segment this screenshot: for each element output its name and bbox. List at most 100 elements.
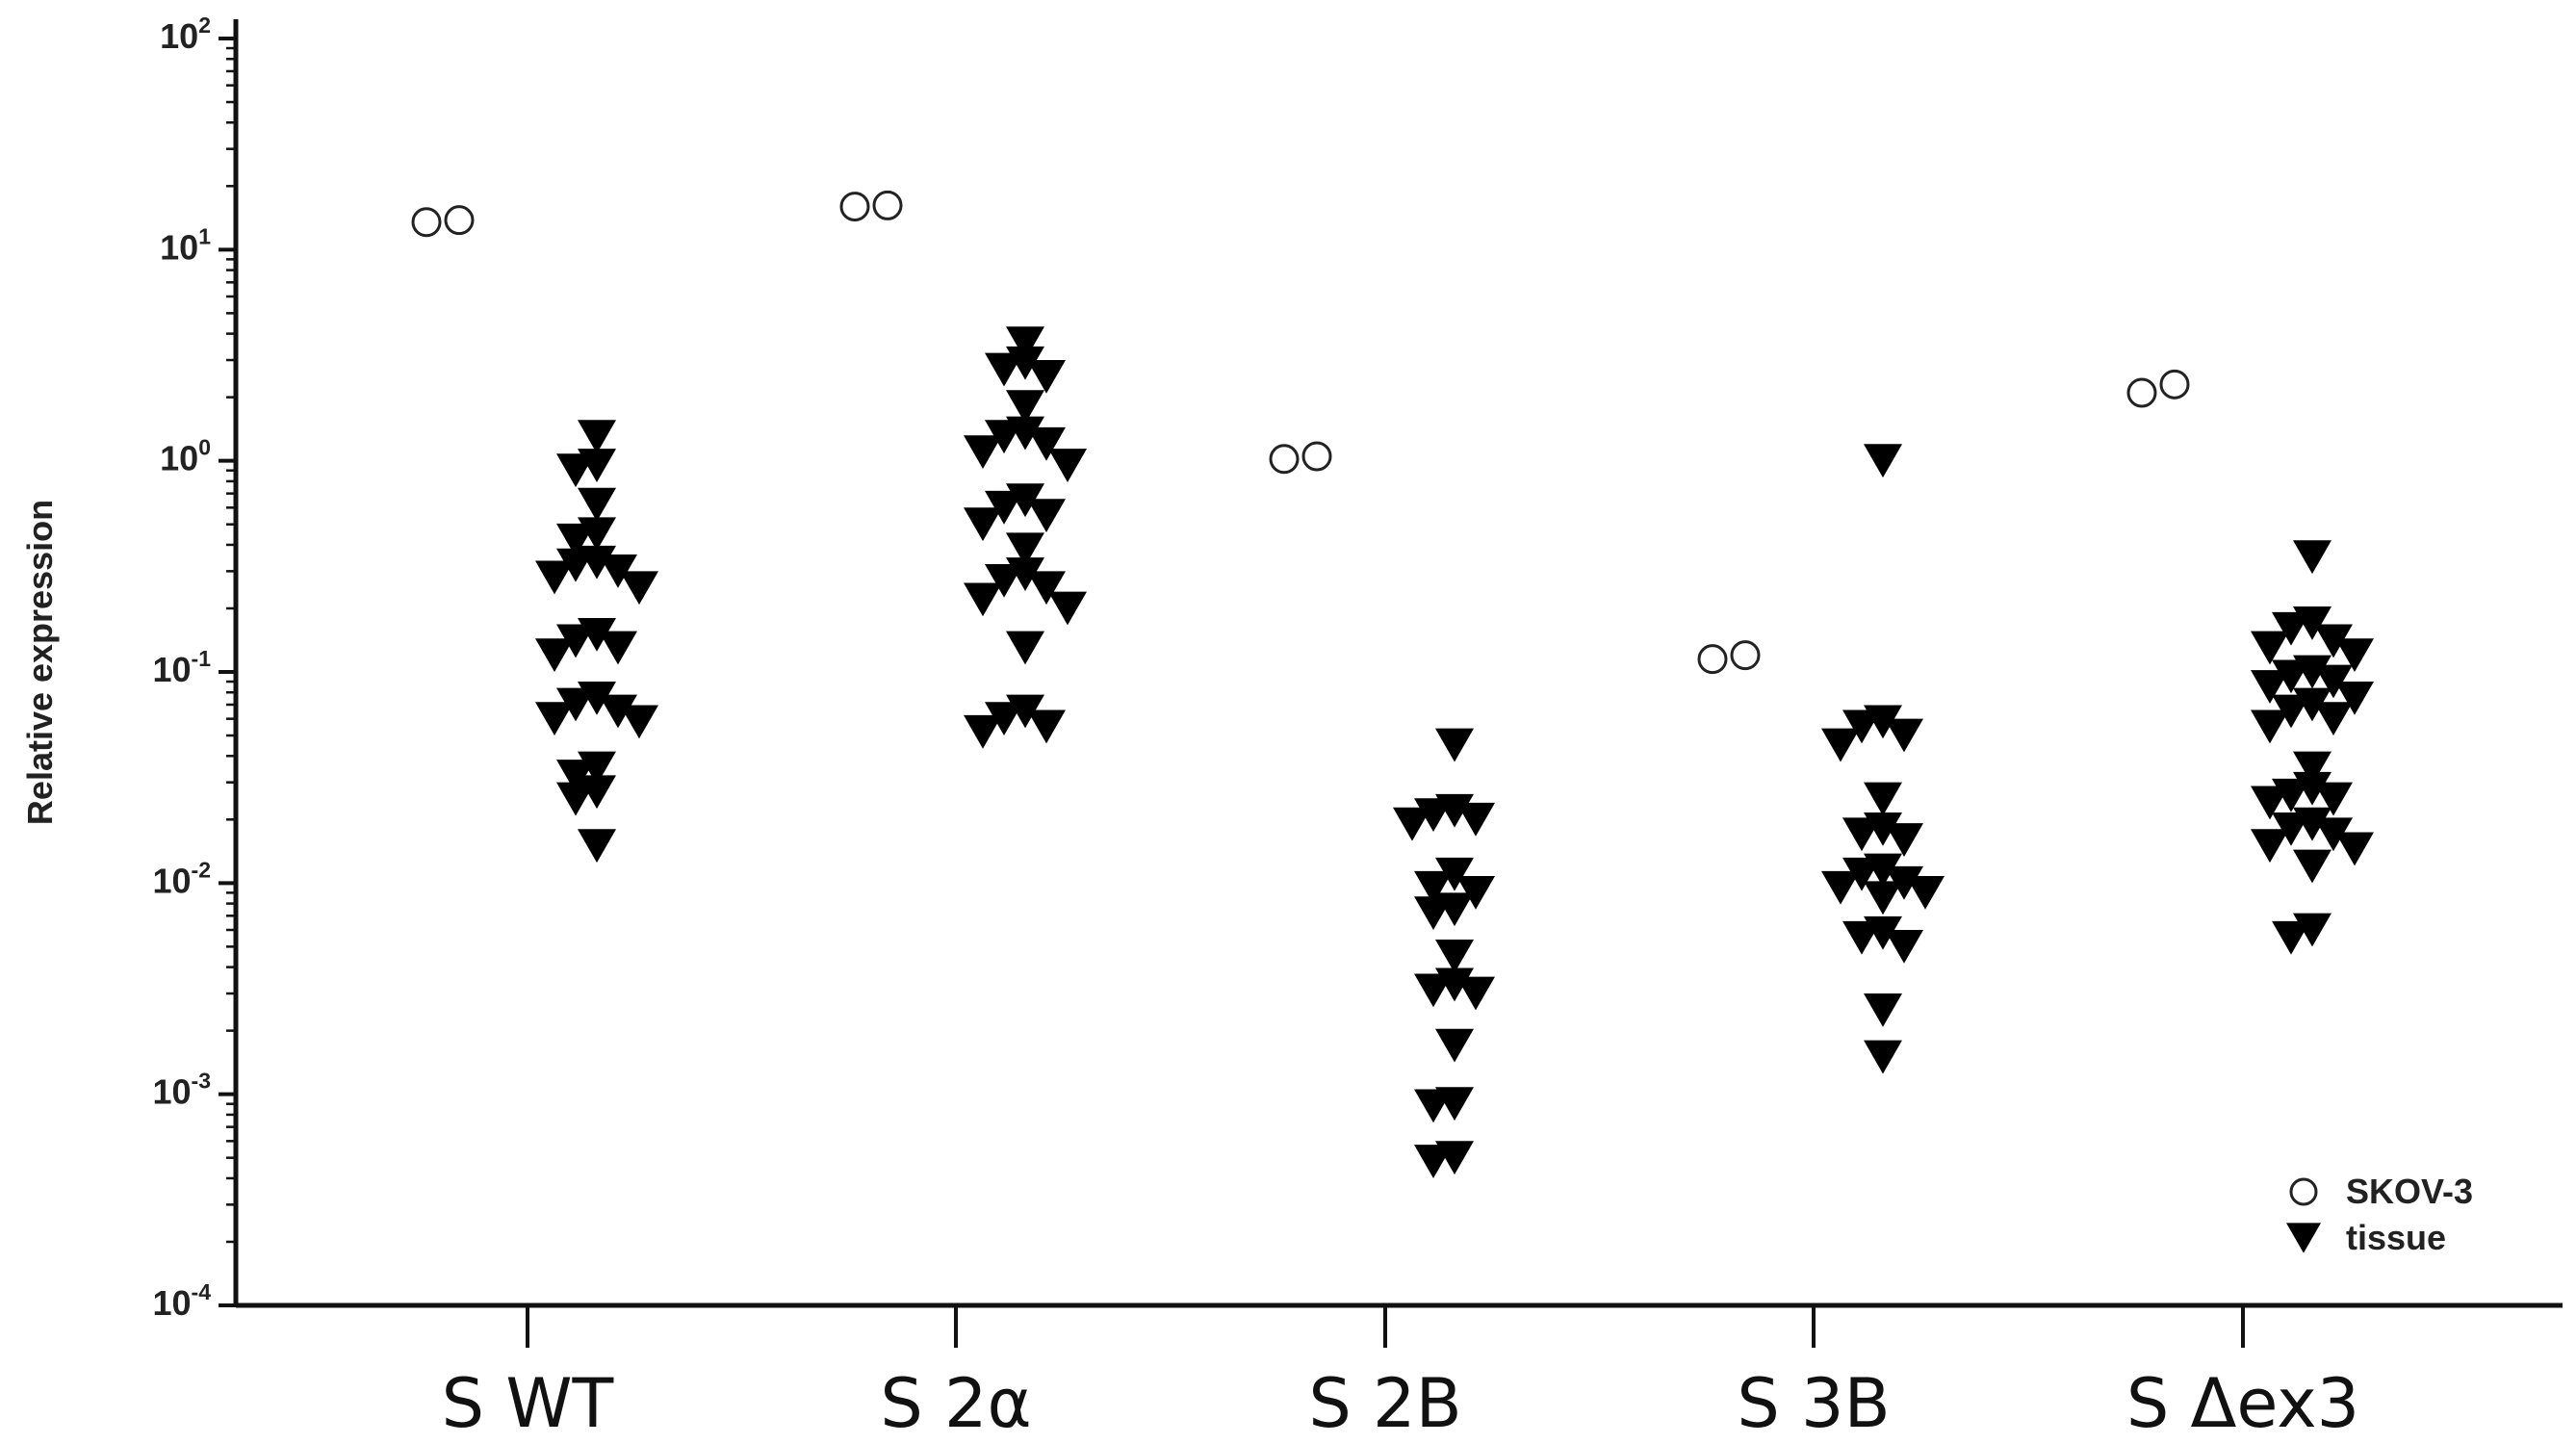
skov3-point [1697, 644, 1728, 675]
tissue-point [1885, 823, 1923, 857]
tissue-point [985, 490, 1023, 525]
tissue-point [1006, 532, 1044, 567]
tissue-point [2272, 659, 2310, 694]
tissue-point [556, 760, 595, 793]
x-tick-label: S WT [442, 1364, 614, 1443]
tissue-point [964, 507, 1002, 542]
tissue-point [2293, 540, 2331, 575]
tissue-point [556, 453, 595, 488]
tissue-point [1864, 993, 1902, 1027]
tissue-point [556, 782, 595, 816]
tissue-point [1435, 939, 1474, 973]
tissue-point [2272, 611, 2310, 646]
tissue-point [1906, 875, 1945, 910]
skov3-point [2159, 369, 2190, 400]
tissue-point [1885, 929, 1923, 964]
tissue-point [964, 435, 1002, 469]
tissue-point [1027, 426, 1066, 461]
y-tick-label: 10-4 [153, 1279, 212, 1323]
tissue-point [578, 420, 616, 454]
tissue-point [1006, 631, 1044, 665]
tissue-point [1435, 857, 1474, 891]
tissue-point [1048, 449, 1087, 482]
tissue-point [599, 554, 637, 588]
tissue-point [1842, 817, 1881, 852]
x-tick-label: S 3B [1737, 1364, 1890, 1443]
tissue-point [535, 702, 574, 736]
tissue-point [1864, 782, 1902, 816]
tissue-point [556, 687, 595, 722]
y-tick-label: 10-3 [153, 1069, 212, 1112]
tissue-point [1456, 802, 1495, 837]
tissue-point [1027, 499, 1066, 533]
y-tick-label: 10-1 [153, 646, 212, 689]
tissue-point [985, 702, 1023, 736]
tissue-point [1006, 326, 1044, 361]
tissue-point [1456, 875, 1495, 910]
y-tick-label: 101 [160, 223, 211, 267]
tissue-point [1456, 976, 1495, 1011]
tissue-point [1864, 444, 1902, 478]
tissue-point [2251, 631, 2289, 665]
tissue-point [964, 582, 1002, 617]
tissue-point [1885, 718, 1923, 753]
tissue-point [2272, 694, 2310, 729]
tissue-point [1885, 865, 1923, 900]
tissue-point [1842, 920, 1881, 955]
tissue-point [1842, 857, 1881, 891]
tissue-point [1414, 896, 1453, 931]
x-axis-ticks: S WT S 2α S 2B S 3B S Δex3 [442, 1305, 2359, 1443]
tissue-point [1006, 390, 1044, 425]
y-tick-label: 102 [160, 13, 211, 56]
tissue-point [620, 571, 658, 606]
tissue-point [2314, 817, 2353, 852]
skov3-point [872, 190, 903, 220]
tissue-point [1864, 881, 1902, 915]
tissue-point [578, 829, 616, 864]
tissue-point [2293, 849, 2331, 884]
legend-tissue-label: tissue [2346, 1218, 2446, 1257]
tissue-point [620, 705, 658, 739]
tissue-point [2251, 786, 2289, 820]
tissue-point [2272, 812, 2310, 846]
y-tick-label: 100 [160, 435, 211, 478]
tissue-point [2335, 832, 2374, 866]
tissue-point [1393, 807, 1431, 841]
tissue-point [985, 420, 1023, 454]
skov3-point [2126, 377, 2157, 408]
tissue-point [985, 563, 1023, 598]
x-tick-label: S 2α [880, 1364, 1031, 1443]
tissue-point [556, 523, 595, 557]
tissue-point [556, 548, 595, 582]
y-axis-label: Relative expression [20, 500, 60, 825]
skov3-point [1730, 640, 1761, 671]
legend: SKOV-3 tissue [2286, 1172, 2473, 1257]
tissue-point [2314, 664, 2353, 699]
tissue-point [1027, 709, 1066, 744]
tissue-point [2251, 829, 2289, 864]
y-axis-ticks: 102 101 100 10-1 10-2 10-3 10-4 [153, 13, 236, 1323]
skov3-point [444, 205, 475, 236]
tissue-point [2293, 751, 2331, 786]
tissue-point [599, 631, 637, 665]
legend-skov3-marker [2289, 1177, 2318, 1206]
skov3-point [1301, 441, 1332, 472]
x-tick-label: S Δex3 [2126, 1364, 2359, 1443]
tissue-point [1842, 709, 1881, 744]
tissue-point [556, 624, 595, 658]
y-tick-label: 10-2 [153, 857, 212, 900]
tissue-point [1048, 591, 1087, 626]
tissue-point [2272, 920, 2310, 955]
tissue-point [1414, 798, 1453, 833]
tissue-point [535, 638, 574, 673]
tissue-point [535, 560, 574, 595]
tissue-point [2335, 682, 2374, 715]
tissue-point [964, 714, 1002, 749]
tissue-point [2251, 670, 2289, 704]
tissue-point [1027, 571, 1066, 606]
tissue-point [985, 352, 1023, 387]
tissue-point [1414, 870, 1453, 905]
tissue-point [1414, 973, 1453, 1008]
tissue-point [1435, 728, 1474, 762]
